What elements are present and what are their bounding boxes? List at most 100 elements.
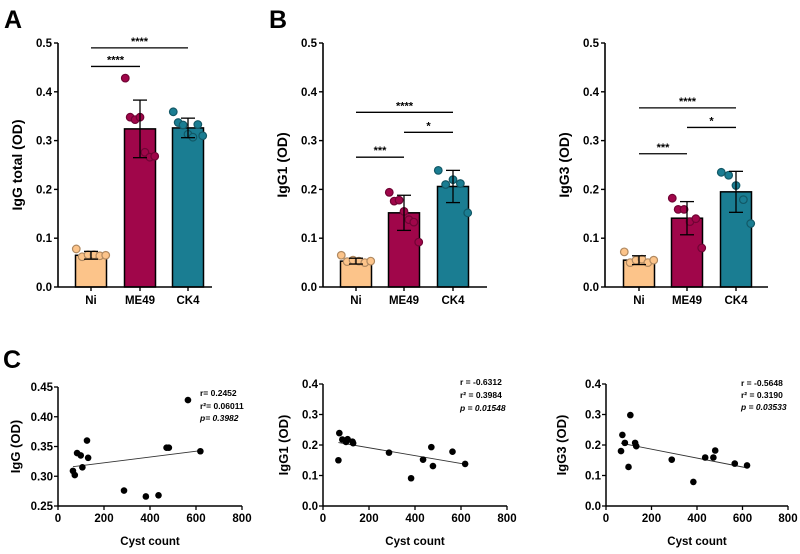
y-axis-label: IgG3 (OD) bbox=[556, 132, 572, 197]
scatter-point bbox=[701, 454, 709, 461]
y-tick-label: 0.25 bbox=[31, 501, 54, 513]
panel-label-A: A bbox=[4, 6, 22, 34]
x-tick-label: 200 bbox=[94, 513, 113, 525]
x-tick-label: 800 bbox=[497, 513, 516, 525]
x-tick-label: Ni bbox=[350, 295, 362, 307]
data-point-Ni bbox=[366, 256, 376, 266]
y-tick-label: 0.4 bbox=[585, 379, 602, 391]
scatter-point bbox=[625, 463, 632, 471]
scatter-point bbox=[336, 429, 343, 437]
data-point-CK4 bbox=[193, 120, 203, 129]
scatter-point bbox=[335, 456, 342, 464]
y-tick-label: 0.3 bbox=[585, 410, 601, 422]
significance-label: **** bbox=[679, 96, 697, 108]
x-tick-label: 200 bbox=[642, 513, 661, 525]
scatter-point bbox=[627, 411, 634, 419]
scatter-chart-1: 0.0 0.1 0.2 0.3 0.4 0 200 400 600 800 Cyst count Ig… bbox=[276, 377, 517, 548]
data-point-Ni bbox=[649, 255, 659, 265]
data-point-ME49 bbox=[667, 193, 677, 203]
stat-r: r= 0.2452 bbox=[200, 388, 237, 398]
y-tick-label: 0.4 bbox=[36, 87, 53, 99]
panel-label-C: C bbox=[3, 346, 21, 374]
data-point-CK4 bbox=[724, 170, 734, 180]
y-tick-label: 0.1 bbox=[585, 471, 602, 483]
data-point-ME49 bbox=[409, 217, 419, 227]
y-tick-label: 0.4 bbox=[301, 87, 318, 99]
scatter-point bbox=[77, 452, 85, 459]
x-tick-label: Ni bbox=[85, 295, 97, 307]
y-tick-label: 0.0 bbox=[585, 501, 601, 513]
y-tick-label: 0.1 bbox=[36, 233, 53, 245]
y-tick-label: 0.2 bbox=[583, 184, 599, 196]
x-tick-label: 0 bbox=[320, 513, 326, 525]
x-tick-label: 600 bbox=[733, 513, 752, 525]
y-tick-label: 0.5 bbox=[36, 38, 53, 50]
scatter-chart-2: 0.0 0.1 0.2 0.3 0.4 0 200 400 600 800 Cyst count Ig… bbox=[554, 378, 798, 548]
stat-p-value: p= 0.3982 bbox=[199, 413, 239, 423]
data-point-ME49 bbox=[150, 151, 160, 161]
data-point-ME49 bbox=[679, 205, 689, 214]
y-tick-label: 0.0 bbox=[583, 282, 599, 294]
data-point-Ni bbox=[101, 250, 111, 260]
scatter-point bbox=[429, 462, 437, 470]
x-tick-label: ME49 bbox=[389, 295, 419, 307]
y-tick-label: 0.3 bbox=[301, 136, 317, 148]
significance-label: * bbox=[709, 115, 714, 127]
x-tick-label: 200 bbox=[359, 513, 378, 525]
x-tick-label: 800 bbox=[232, 513, 251, 525]
y-tick-label: 0.45 bbox=[31, 382, 54, 394]
data-point-CK4 bbox=[746, 219, 756, 228]
y-tick-label: 0.35 bbox=[31, 442, 54, 454]
x-tick-label: ME49 bbox=[672, 295, 702, 307]
stat-p-value: p = 0.03533 bbox=[740, 402, 787, 412]
regression-line bbox=[620, 442, 748, 469]
x-axis-label: Cyst count bbox=[385, 536, 445, 548]
scatter-chart-0: 0.25 0.30 0.35 0.40 0.45 0 200 400 600 800 Cyst co… bbox=[8, 382, 252, 548]
scatter-point bbox=[690, 478, 697, 486]
data-point-ME49 bbox=[697, 243, 707, 253]
stat-p-value: p = 0.01548 bbox=[459, 403, 506, 413]
bar-chart-0: 0.0 0.1 0.2 0.3 0.4 0.5 Ni ME49 CK4 IgG total (OD… bbox=[9, 36, 212, 307]
data-point-CK4 bbox=[716, 167, 726, 177]
scatter-point bbox=[79, 464, 86, 471]
y-tick-label: 0.4 bbox=[302, 379, 319, 391]
y-tick-label: 0.2 bbox=[301, 184, 317, 196]
x-tick-label: 600 bbox=[451, 513, 470, 525]
y-tick-label: 0.5 bbox=[583, 38, 600, 50]
scatter-point bbox=[731, 460, 739, 467]
data-point-CK4 bbox=[178, 120, 188, 130]
x-tick-label: ME49 bbox=[125, 295, 155, 307]
y-axis-label: IgG (OD) bbox=[8, 420, 23, 473]
y-tick-label: 0.2 bbox=[302, 440, 318, 452]
data-point-ME49 bbox=[120, 73, 130, 83]
data-point-ME49 bbox=[414, 237, 424, 247]
significance-label: *** bbox=[374, 145, 388, 157]
scatter-point bbox=[419, 456, 427, 463]
y-axis-label: IgG1 (OD) bbox=[276, 415, 291, 476]
y-tick-label: 0.40 bbox=[31, 412, 53, 424]
data-point-ME49 bbox=[384, 187, 394, 197]
y-tick-label: 0.1 bbox=[302, 471, 319, 483]
scatter-point bbox=[449, 448, 456, 456]
significance-label: * bbox=[426, 120, 431, 132]
y-tick-label: 0.5 bbox=[301, 38, 318, 50]
scatter-point bbox=[385, 449, 393, 456]
scatter-point bbox=[184, 396, 192, 404]
x-tick-label: 600 bbox=[186, 513, 205, 525]
data-point-CK4 bbox=[738, 195, 748, 205]
significance-label: **** bbox=[396, 100, 414, 112]
y-tick-label: 0.3 bbox=[583, 136, 599, 148]
y-tick-label: 0.0 bbox=[36, 282, 52, 294]
scatter-point bbox=[461, 460, 469, 468]
bar-CK4 bbox=[171, 127, 205, 288]
y-tick-label: 0.0 bbox=[301, 282, 317, 294]
y-tick-label: 0.1 bbox=[301, 233, 318, 245]
significance-label: **** bbox=[131, 36, 149, 48]
y-tick-label: 0.0 bbox=[302, 501, 318, 513]
y-tick-label: 0.30 bbox=[31, 471, 53, 483]
data-point-Ni bbox=[336, 250, 346, 260]
scatter-point bbox=[619, 431, 626, 439]
scatter-point bbox=[197, 447, 204, 455]
